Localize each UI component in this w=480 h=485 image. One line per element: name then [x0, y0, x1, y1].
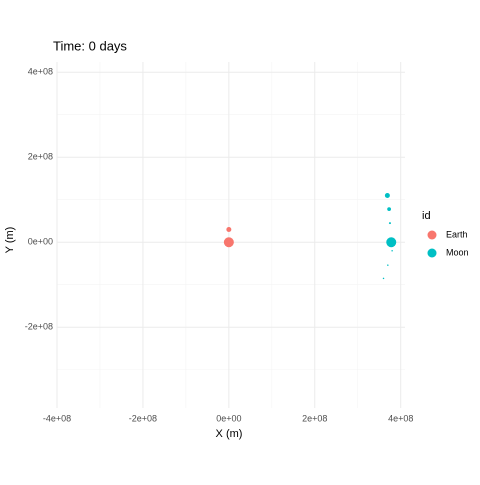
point: [387, 264, 389, 266]
x-tick-label: -2e+08: [129, 413, 157, 423]
point: [387, 207, 391, 211]
point: [391, 249, 393, 252]
point: [384, 192, 390, 198]
point: [226, 226, 232, 232]
x-tick-label: -4e+08: [43, 413, 71, 423]
x-axis-title: X (m): [216, 428, 243, 440]
chart-title: Time: 0 days: [53, 38, 127, 53]
legend-key: [427, 230, 437, 240]
legend-key: [427, 248, 437, 258]
point: [386, 237, 397, 248]
legend-label: Earth: [446, 229, 468, 239]
legend-title: id: [422, 210, 431, 222]
point: [382, 277, 385, 280]
point: [223, 237, 234, 248]
x-tick-label: 4e+08: [388, 413, 413, 423]
y-axis-title: Y (m): [4, 227, 16, 254]
y-tick-label: 4e+08: [28, 67, 53, 77]
point: [388, 222, 391, 225]
legend-label: Moon: [446, 247, 469, 257]
y-tick-label: 2e+08: [28, 152, 53, 162]
y-tick-label: 0e+00: [28, 237, 53, 247]
x-tick-label: 2e+08: [302, 413, 327, 423]
y-tick-label: -2e+08: [25, 322, 53, 332]
x-tick-label: 0e+00: [216, 413, 241, 423]
